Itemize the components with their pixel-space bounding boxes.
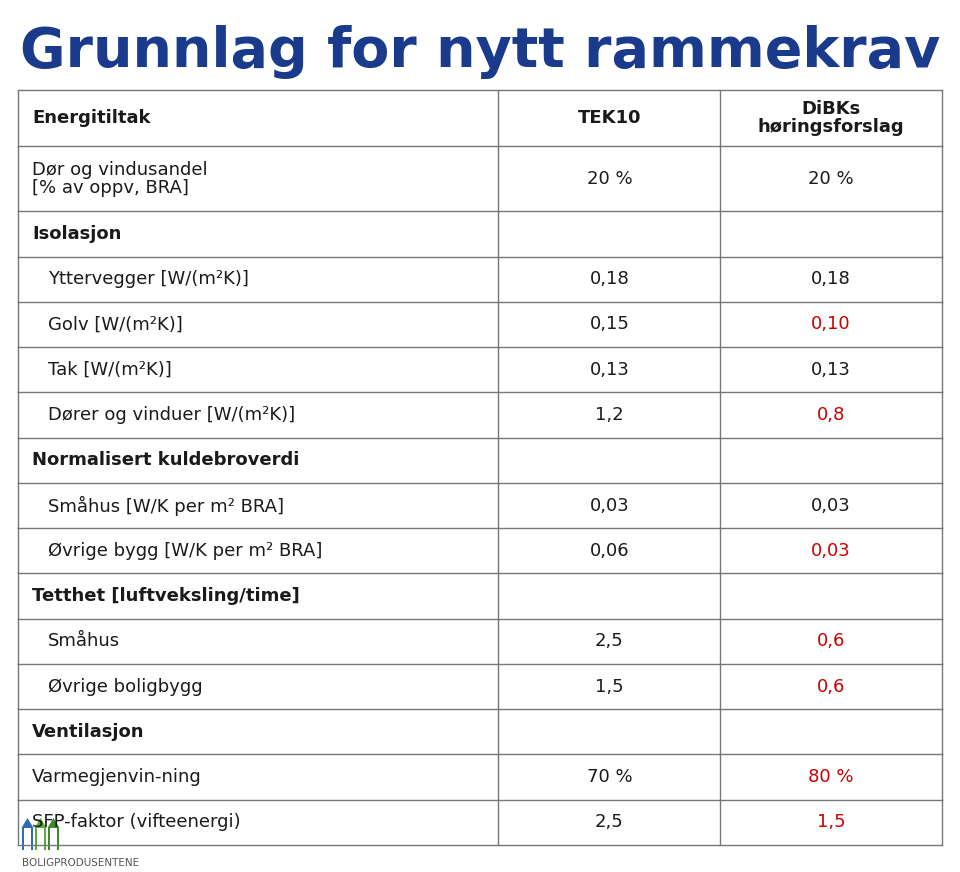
Bar: [48, 828, 51, 850]
Text: DiBKs: DiBKs: [802, 100, 861, 118]
Text: 0,03: 0,03: [811, 542, 851, 560]
Text: 0,18: 0,18: [589, 270, 629, 289]
Bar: [35, 828, 37, 850]
Text: Isolasjon: Isolasjon: [32, 225, 121, 243]
Text: 0,03: 0,03: [811, 496, 851, 514]
Text: BOLIGPRODUSENTENE: BOLIGPRODUSENTENE: [22, 858, 139, 868]
Text: Grunnlag for nytt rammekrav: Grunnlag for nytt rammekrav: [20, 25, 940, 79]
Text: 0,6: 0,6: [817, 632, 846, 651]
Bar: [57, 828, 59, 850]
Text: Øvrige bygg [W/K per m² BRA]: Øvrige bygg [W/K per m² BRA]: [48, 542, 323, 560]
Text: 0,15: 0,15: [589, 316, 630, 333]
Text: 70 %: 70 %: [587, 768, 633, 786]
Text: Golv [W/(m²K)]: Golv [W/(m²K)]: [48, 316, 182, 333]
Text: 2,5: 2,5: [595, 632, 624, 651]
Text: Tak [W/(m²K)]: Tak [W/(m²K)]: [48, 361, 172, 378]
Text: Ventilasjon: Ventilasjon: [32, 723, 145, 741]
Text: Varmegjenvin-ning: Varmegjenvin-ning: [32, 768, 202, 786]
Text: 0,13: 0,13: [589, 361, 630, 378]
Text: 1,5: 1,5: [817, 814, 846, 831]
Text: 0,13: 0,13: [811, 361, 852, 378]
Text: 20 %: 20 %: [808, 170, 854, 187]
Text: 0,06: 0,06: [589, 542, 629, 560]
Text: SFP-faktor (vifteenergi): SFP-faktor (vifteenergi): [32, 814, 241, 831]
Text: Tetthet [luftveksling/time]: Tetthet [luftveksling/time]: [32, 587, 300, 605]
Polygon shape: [21, 818, 34, 828]
Text: Øvrige boligbygg: Øvrige boligbygg: [48, 678, 203, 696]
Text: Småhus [W/K per m² BRA]: Småhus [W/K per m² BRA]: [48, 495, 284, 515]
Text: Energitiltak: Energitiltak: [32, 109, 151, 127]
Text: 0,18: 0,18: [811, 270, 851, 289]
Bar: [31, 828, 33, 850]
Text: 0,10: 0,10: [811, 316, 851, 333]
Text: Yttervegger [W/(m²K)]: Yttervegger [W/(m²K)]: [48, 270, 249, 289]
Text: 1,5: 1,5: [595, 678, 624, 696]
Bar: [22, 828, 24, 850]
Bar: [43, 828, 46, 850]
Text: 0,8: 0,8: [817, 406, 846, 424]
Text: Normalisert kuldebroverdi: Normalisert kuldebroverdi: [32, 451, 300, 469]
Text: 1,2: 1,2: [595, 406, 624, 424]
Text: 2,5: 2,5: [595, 814, 624, 831]
Text: 80 %: 80 %: [808, 768, 853, 786]
Text: Dører og vinduer [W/(m²K)]: Dører og vinduer [W/(m²K)]: [48, 406, 295, 424]
Text: 0,6: 0,6: [817, 678, 846, 696]
Polygon shape: [47, 818, 60, 828]
Text: [% av oppv, BRA]: [% av oppv, BRA]: [32, 179, 189, 197]
Text: TEK10: TEK10: [578, 109, 641, 127]
Text: 20 %: 20 %: [587, 170, 633, 187]
Text: høringsforslag: høringsforslag: [757, 118, 904, 136]
Polygon shape: [35, 818, 46, 828]
Text: Dør og vindusandel: Dør og vindusandel: [32, 160, 207, 179]
Text: Småhus: Småhus: [48, 632, 120, 651]
Text: 0,03: 0,03: [589, 496, 629, 514]
